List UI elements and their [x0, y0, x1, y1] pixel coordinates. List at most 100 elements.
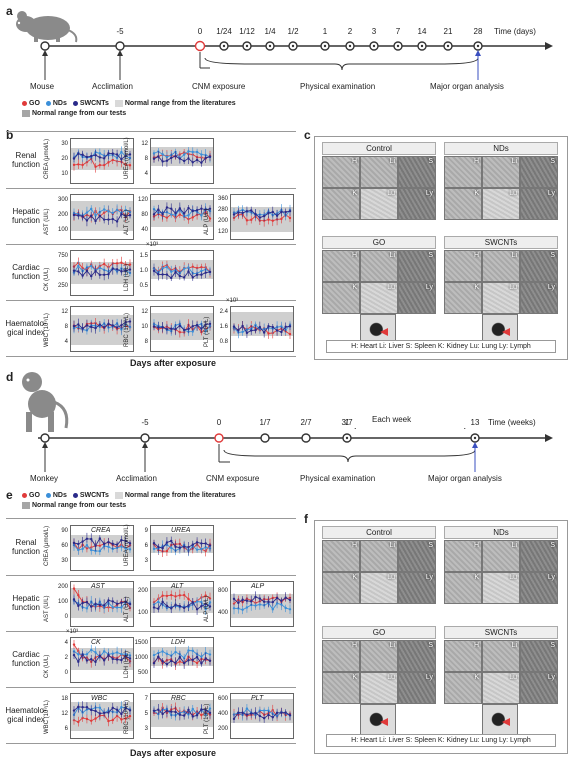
series-line [153, 206, 211, 215]
panel_b-multiplier: ×10³ [226, 298, 239, 304]
panel_e-chart-title: CK [91, 639, 101, 646]
panel_e-chart-title: ALP [251, 583, 265, 590]
timeline-d-organ: Major organ analysis [428, 474, 502, 483]
tile-label: S [428, 158, 433, 165]
panel_e-tick-label: 90 [61, 528, 68, 535]
panel_b-tick-label: 12 [141, 309, 148, 316]
legend-nds: NDs [45, 100, 67, 107]
timeline-a-exposure: CNM exposure [192, 82, 246, 91]
panel_e-multiplier: ×10³ [66, 629, 79, 635]
panel_b-chart [230, 194, 294, 240]
panel_c-tile-k: K [444, 188, 482, 220]
panel_e-y-axis-label: CK (U/L) [44, 654, 50, 678]
panel_b-chart [70, 306, 134, 352]
timeline-a-organ: Major organ analysis [430, 82, 504, 91]
panel_f-tile-s: S [398, 640, 436, 672]
panel_e-chart-title: LDH [171, 639, 186, 646]
series-line [153, 655, 211, 665]
timeline-a-tick: 21 [443, 27, 453, 36]
timeline-a-tick: 14 [417, 27, 427, 36]
data-point [232, 607, 236, 610]
panel_e-chart: CK [70, 637, 134, 683]
tile-label: Ly [547, 284, 555, 291]
panel_f-tile-k: K [444, 572, 482, 604]
tile-label: Li [511, 252, 517, 259]
panel_f-tile-lu: Lu [360, 672, 398, 704]
panel_f-tile-s: S [520, 540, 558, 572]
red-arrow-icon [502, 718, 510, 726]
panel_e-y-axis-label: WBC (10⁹/L) [44, 700, 50, 734]
normal-range-band [151, 586, 213, 614]
timeline-a-tick: 1/2 [287, 27, 299, 36]
panel_e-row-sep [6, 687, 296, 688]
panel_c-group-title: Control [322, 142, 436, 155]
timeline-d-tick: -5 [141, 418, 149, 427]
panel-label-d: d [6, 370, 14, 384]
series-line [73, 706, 131, 715]
panel_e-chart-title: AST [91, 583, 105, 590]
panel_e-tick-label: 12 [61, 711, 68, 717]
tile-label: H [351, 252, 357, 259]
panel_e-tick-label: 4 [64, 640, 68, 647]
panel_f-zoom-inset [482, 704, 518, 738]
panel_b-tick-label: 4 [64, 338, 68, 345]
timeline-a-tick: -5 [116, 27, 124, 36]
panel_f-tile-lu: Lu [360, 572, 398, 604]
timeline-d-acclimation: Acclimation [116, 474, 157, 483]
timeline-d-tick: 2/7 [300, 418, 312, 427]
panel_b-chart [70, 138, 134, 184]
timeline-a-subject: Mouse [30, 82, 55, 91]
panel_f-tile-lu: Lu [482, 572, 520, 604]
timeline-a-exam: Physical examination [300, 82, 376, 91]
panel_b-y-axis-label: ALT (U/L) [124, 209, 130, 235]
normal-range-band [151, 533, 213, 553]
panel_f-group-title: SWCNTs [444, 626, 558, 639]
panel_b-chart [230, 306, 294, 352]
panel_b-tick-label: 280 [217, 206, 228, 213]
timeline-d-point [40, 433, 50, 443]
tile-label: Lu [509, 574, 517, 581]
panel_e-tick-label: 1000 [134, 655, 148, 661]
panel_b-tick-label: 500 [57, 268, 68, 274]
panel_e-tick-label: 400 [217, 610, 228, 616]
panel_b-tick-label: 40 [141, 226, 148, 233]
panel_e-tick-label: 100 [137, 610, 148, 616]
panel_c-tile-h: H [322, 156, 360, 188]
panel_b-tick-label: 0.5 [139, 282, 148, 289]
panel_e-chart-title: WBC [91, 695, 108, 702]
panel-label-a: a [6, 4, 13, 18]
panel_e-row-label: Cardiac function [11, 650, 41, 668]
panel-label-f: f [304, 512, 308, 526]
tile-label: Li [389, 542, 395, 549]
panel_b-y-axis-label: RBC (10¹²/L) [124, 312, 130, 347]
series-line [73, 599, 131, 608]
panel_f-tile-li: Li [482, 540, 520, 572]
tile-label: S [428, 252, 433, 259]
panel_b-tick-label: 12 [141, 141, 148, 148]
panel_e-tick-label: 6 [144, 543, 148, 549]
panel_f-tile-k: K [322, 672, 360, 704]
panel_e-top-sep [6, 518, 296, 519]
panel_c-tile-k: K [322, 188, 360, 220]
panel_e-row-sep [6, 575, 296, 576]
tile-label: Li [389, 642, 395, 649]
normal-range-band [151, 700, 213, 727]
panel_b-chart [150, 138, 214, 184]
panel_b-tick-label: 300 [57, 197, 68, 204]
panel_f-tile-li: Li [360, 640, 398, 672]
panel_f-tile-li: Li [360, 540, 398, 572]
tile-label: S [550, 158, 555, 165]
panel_f-tile-k: K [444, 672, 482, 704]
timeline-d [38, 428, 553, 472]
panel_c-tile-ly: Ly [520, 282, 558, 314]
legend-e-nds: NDs [45, 492, 67, 499]
panel_e-tick-label: 100 [57, 599, 68, 605]
legend-a-2: Normal range from our tests [22, 110, 130, 117]
panel_e-chart-title: PLT [251, 695, 264, 702]
panel_f-tile-h: H [444, 540, 482, 572]
panel_f-zoom-inset [360, 704, 396, 738]
series-line [73, 706, 131, 716]
panel_b-tick-label: 120 [217, 228, 228, 235]
panel_f-caption: H: Heart Li: Liver S: Spleen K: Kidney L… [326, 734, 556, 747]
panel_e-tick-label: 500 [137, 669, 148, 676]
